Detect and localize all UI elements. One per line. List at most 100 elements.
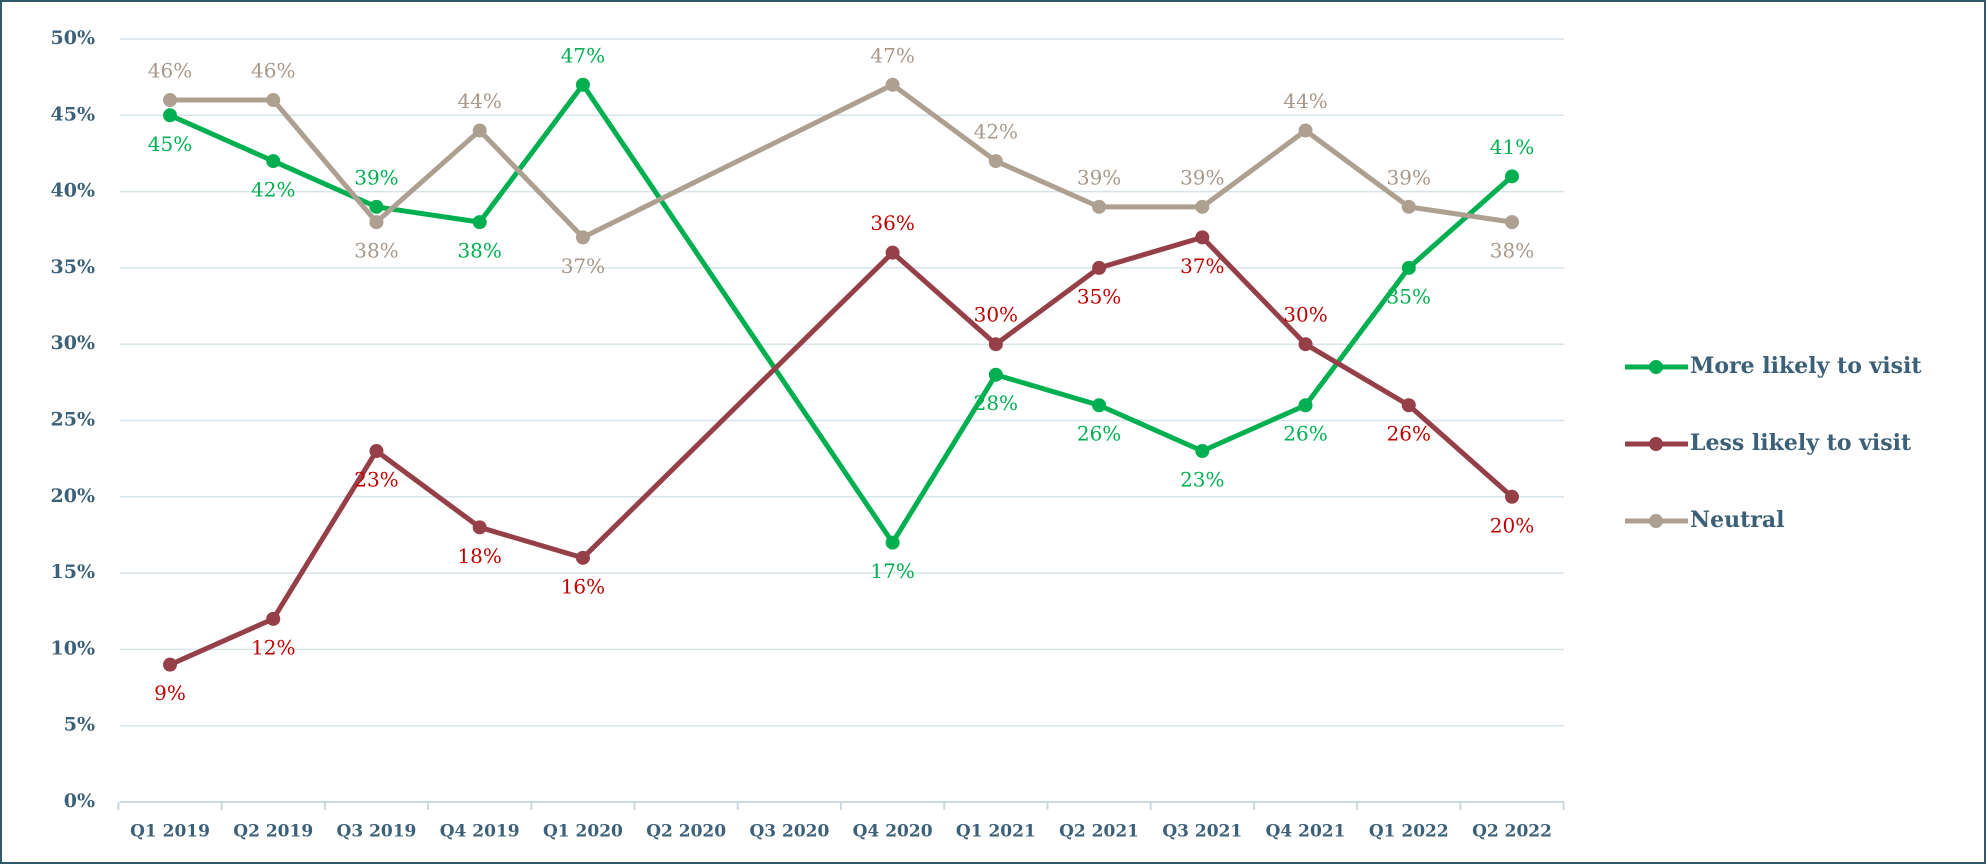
x-tick-label: Q4 2021 (1266, 822, 1346, 842)
data-label: 39% (354, 165, 398, 189)
x-tick-label: Q2 2022 (1472, 822, 1552, 842)
data-label: 37% (561, 254, 605, 278)
data-point (575, 77, 590, 92)
data-point (369, 199, 384, 214)
data-point (1505, 489, 1519, 504)
data-label: 26% (1283, 422, 1327, 446)
x-tick-label: Q3 2021 (1162, 822, 1242, 842)
x-tick-label: Q4 2020 (853, 822, 933, 842)
data-point (266, 93, 281, 108)
data-point (885, 245, 900, 260)
legend-marker (1649, 360, 1663, 374)
y-tick-label: 30% (51, 332, 96, 354)
y-tick-label: 0% (64, 790, 95, 812)
y-tick-label: 35% (51, 256, 96, 278)
data-label: 35% (1077, 284, 1121, 308)
legend-label: Neutral (1690, 507, 1784, 533)
data-label: 39% (1077, 165, 1121, 189)
data-point (885, 77, 900, 92)
data-label: 42% (974, 120, 1018, 144)
data-label: 38% (354, 239, 398, 263)
data-point (472, 215, 487, 230)
data-point (1505, 169, 1519, 184)
data-label: 36% (870, 211, 914, 235)
legend-marker (1649, 437, 1663, 451)
data-point (575, 550, 590, 565)
data-label: 20% (1490, 513, 1534, 537)
y-tick-label: 25% (51, 409, 96, 431)
data-label: 28% (974, 391, 1018, 415)
data-label: 18% (457, 544, 501, 568)
gap-connector (581, 250, 895, 560)
data-label: 38% (1490, 239, 1534, 263)
data-point (988, 154, 1003, 169)
data-point (988, 367, 1003, 382)
data-point (266, 611, 281, 626)
x-tick-label: Q2 2020 (646, 822, 726, 842)
data-point (885, 535, 900, 550)
data-point (369, 215, 384, 230)
data-label: 35% (1387, 284, 1431, 308)
x-tick-label: Q1 2022 (1369, 822, 1449, 842)
data-point (1401, 398, 1416, 413)
x-tick-label: Q2 2021 (1059, 822, 1139, 842)
legend-marker (1649, 514, 1663, 528)
data-label: 26% (1387, 422, 1431, 446)
data-point (1092, 398, 1107, 413)
data-label: 41% (1490, 135, 1534, 159)
data-label: 42% (251, 178, 295, 202)
x-tick-label: Q2 2019 (233, 822, 313, 842)
data-point (163, 108, 177, 123)
data-point (575, 230, 590, 245)
data-label: 12% (251, 635, 295, 659)
data-point (1195, 444, 1210, 459)
y-tick-label: 50% (51, 27, 96, 49)
y-tick-label: 40% (51, 180, 96, 202)
data-point (472, 123, 487, 138)
data-label: 44% (457, 89, 501, 113)
data-label: 9% (154, 681, 186, 705)
x-tick-label: Q3 2019 (337, 822, 417, 842)
data-label: 16% (561, 574, 605, 598)
data-point (1092, 260, 1107, 275)
data-point (369, 444, 384, 459)
data-label: 47% (561, 43, 605, 67)
data-label: 23% (1180, 468, 1224, 492)
data-point (1092, 199, 1107, 214)
x-tick-label: Q1 2021 (956, 822, 1036, 842)
y-tick-label: 20% (51, 485, 96, 507)
data-label: 45% (148, 132, 192, 156)
y-tick-label: 45% (51, 103, 96, 125)
data-point (163, 657, 177, 672)
data-label: 30% (1283, 303, 1327, 327)
gap-connector (580, 83, 895, 544)
y-tick-label: 10% (51, 637, 96, 659)
data-point (266, 154, 281, 169)
data-label: 47% (870, 43, 914, 67)
data-point (1298, 398, 1313, 413)
data-point (1298, 337, 1313, 352)
data-point (1401, 199, 1416, 214)
data-label: 38% (457, 239, 501, 263)
x-tick-label: Q4 2019 (440, 822, 520, 842)
gap-connector (581, 82, 894, 240)
x-tick-label: Q3 2020 (749, 822, 829, 842)
data-label: 44% (1283, 89, 1327, 113)
data-label: 46% (148, 59, 192, 83)
data-point (1401, 260, 1416, 275)
data-label: 39% (1387, 165, 1431, 189)
data-point (1505, 215, 1519, 230)
legend-label: More likely to visit (1690, 353, 1922, 379)
data-point (472, 520, 487, 535)
data-point (163, 93, 177, 108)
data-point (1298, 123, 1313, 138)
data-label: 39% (1180, 165, 1224, 189)
x-tick-label: Q1 2020 (543, 822, 623, 842)
x-tick-label: Q1 2019 (130, 822, 210, 842)
data-label: 26% (1077, 422, 1121, 446)
data-label: 30% (974, 303, 1018, 327)
data-label: 23% (354, 468, 398, 492)
data-label: 46% (251, 59, 295, 83)
